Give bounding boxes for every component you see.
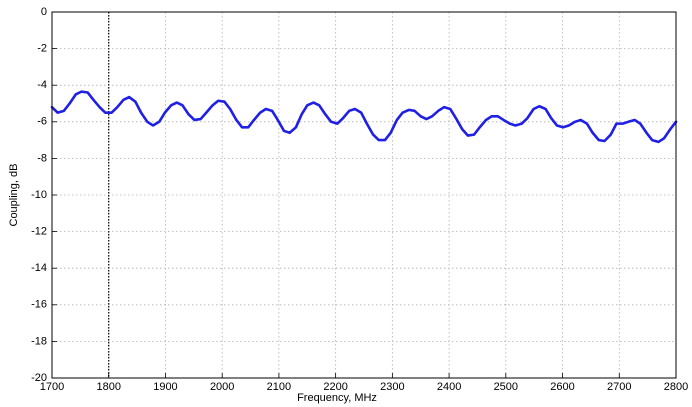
- x-tick-label: 2400: [437, 381, 461, 393]
- x-tick-label: 2500: [494, 381, 518, 393]
- x-tick-label: 2200: [323, 381, 347, 393]
- plot-frame: [51, 11, 677, 379]
- x-tick-label: 1900: [153, 381, 177, 393]
- x-tick-label: 1800: [96, 381, 120, 393]
- x-tick-label: 1700: [40, 381, 64, 393]
- y-tick-label: -18: [31, 335, 47, 347]
- x-tick-label: 2100: [267, 381, 291, 393]
- y-tick-label: -8: [37, 152, 47, 164]
- y-tick-label: -10: [31, 189, 47, 201]
- y-tick-label: -12: [31, 226, 47, 238]
- x-tick-label: 2000: [210, 381, 234, 393]
- y-tick-label: -16: [31, 299, 47, 311]
- x-tick-label: 2300: [380, 381, 404, 393]
- y-tick-label: -4: [37, 79, 47, 91]
- grid-layer: [51, 11, 677, 379]
- x-tick-label: 2700: [607, 381, 631, 393]
- y-tick-label: -6: [37, 116, 47, 128]
- y-tick-label: 0: [41, 6, 47, 18]
- data-line: [50, 90, 678, 144]
- data-layer: [50, 12, 678, 378]
- y-tick-label: -2: [37, 43, 47, 55]
- y-axis-label: Coupling, dB: [8, 164, 20, 227]
- y-tick-label: -14: [31, 262, 47, 274]
- x-tick-label: 2800: [664, 381, 688, 393]
- axis-layer: 1700 1800 1900 2000 2100 2200 2300 2400 2500 2600…: [31, 6, 688, 393]
- x-axis-label: Frequency, MHz: [297, 392, 377, 404]
- x-tick-label: 2600: [550, 381, 574, 393]
- y-tick-label: -20: [31, 372, 47, 384]
